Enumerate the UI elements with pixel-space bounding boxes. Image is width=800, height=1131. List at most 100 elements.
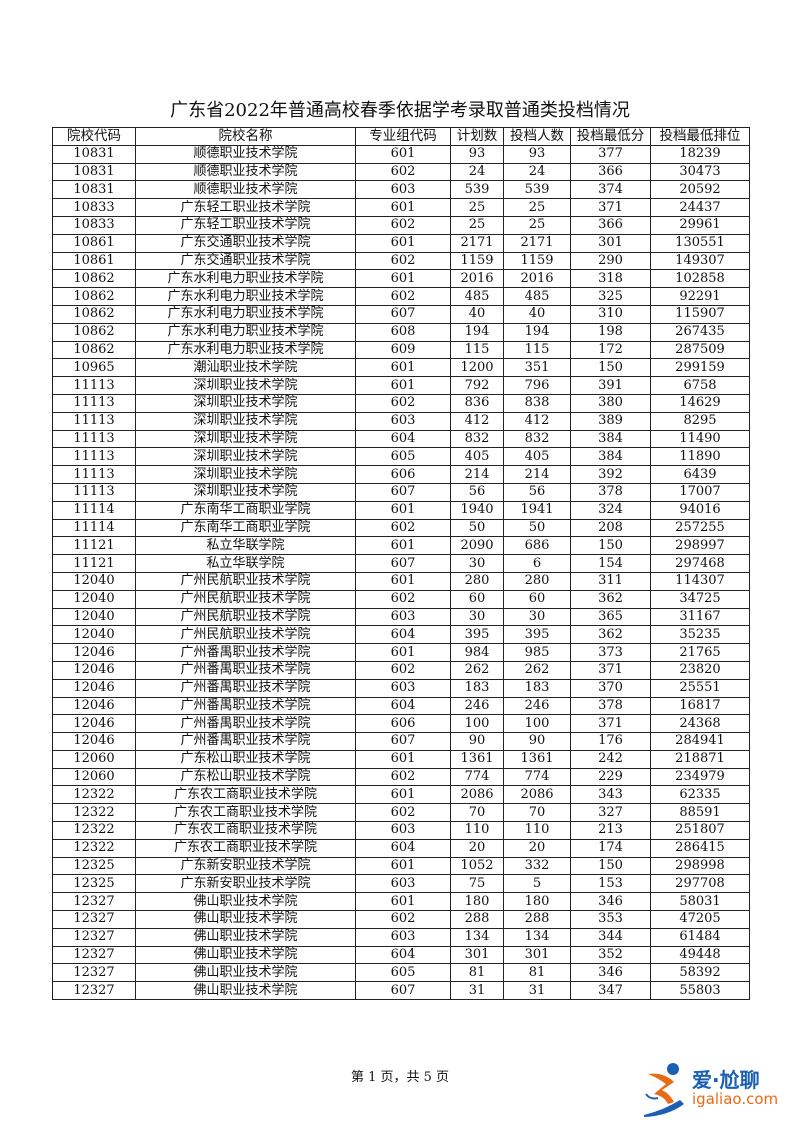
table-row: 11121 私立华联学院 601 2090 686 150 298997 xyxy=(52,536,750,556)
min-rank-cell: 55803 xyxy=(650,981,750,1001)
min-score-cell: 290 xyxy=(570,251,651,271)
plan-count-cell: 40 xyxy=(450,304,504,324)
group-code-cell: 602 xyxy=(355,215,451,235)
min-score-cell: 172 xyxy=(570,340,651,360)
group-code-cell: 604 xyxy=(355,945,451,965)
plan-count-cell: 280 xyxy=(450,571,504,591)
group-code-cell: 602 xyxy=(355,251,451,271)
school-code-cell: 11113 xyxy=(52,411,136,431)
table-row: 11114 广东南华工商职业学院 602 50 50 208 257255 xyxy=(52,518,750,538)
group-code-cell: 606 xyxy=(355,465,451,484)
school-name-cell: 佛山职业技术学院 xyxy=(135,963,356,983)
table-row: 12046 广州番禺职业技术学院 606 100 100 371 24368 xyxy=(52,714,750,734)
table-row: 10833 广东轻工职业技术学院 602 25 25 366 29961 xyxy=(52,215,750,235)
min-score-cell: 370 xyxy=(570,678,651,698)
plan-count-cell: 405 xyxy=(450,447,504,467)
group-code-cell: 603 xyxy=(355,411,451,431)
group-code-cell: 602 xyxy=(355,393,451,413)
min-score-cell: 362 xyxy=(570,625,651,645)
table-row: 12327 佛山职业技术学院 603 134 134 344 61484 xyxy=(52,927,750,947)
column-header-group-code: 专业组代码 xyxy=(355,127,451,146)
plan-count-cell: 30 xyxy=(450,554,504,573)
min-score-cell: 392 xyxy=(570,465,651,484)
min-score-cell: 153 xyxy=(570,874,651,894)
school-code-cell: 12046 xyxy=(52,678,136,698)
admitted-count-cell: 115 xyxy=(503,340,571,360)
school-name-cell: 广东松山职业技术学院 xyxy=(135,749,356,769)
min-rank-cell: 299159 xyxy=(650,358,750,378)
school-name-cell: 广州番禺职业技术学院 xyxy=(135,643,356,662)
table-row: 12327 佛山职业技术学院 604 301 301 352 49448 xyxy=(52,945,750,965)
school-name-cell: 私立华联学院 xyxy=(135,536,356,556)
min-rank-cell: 92291 xyxy=(650,287,750,306)
min-rank-cell: 115907 xyxy=(650,304,750,324)
admitted-count-cell: 1941 xyxy=(503,500,571,520)
plan-count-cell: 2016 xyxy=(450,269,504,289)
school-code-cell: 10862 xyxy=(52,340,136,360)
min-score-cell: 366 xyxy=(570,162,651,182)
school-name-cell: 深圳职业技术学院 xyxy=(135,465,356,484)
min-rank-cell: 298997 xyxy=(650,536,750,556)
min-rank-cell: 297468 xyxy=(650,554,750,573)
plan-count-cell: 262 xyxy=(450,660,504,680)
admitted-count-cell: 301 xyxy=(503,945,571,965)
plan-count-cell: 25 xyxy=(450,215,504,235)
school-name-cell: 广州民航职业技术学院 xyxy=(135,607,356,627)
school-code-cell: 12040 xyxy=(52,607,136,627)
min-score-cell: 373 xyxy=(570,643,651,662)
plan-count-cell: 50 xyxy=(450,518,504,538)
admitted-count-cell: 180 xyxy=(503,892,571,912)
group-code-cell: 604 xyxy=(355,625,451,645)
min-score-cell: 380 xyxy=(570,393,651,413)
plan-count-cell: 90 xyxy=(450,732,504,751)
plan-count-cell: 214 xyxy=(450,465,504,484)
school-name-cell: 广州民航职业技术学院 xyxy=(135,625,356,645)
column-header-school-name: 院校名称 xyxy=(135,127,356,146)
admitted-count-cell: 332 xyxy=(503,856,571,876)
group-code-cell: 601 xyxy=(355,571,451,591)
plan-count-cell: 1200 xyxy=(450,358,504,378)
school-name-cell: 广州民航职业技术学院 xyxy=(135,571,356,591)
group-code-cell: 606 xyxy=(355,714,451,734)
min-score-cell: 343 xyxy=(570,785,651,805)
min-rank-cell: 58031 xyxy=(650,892,750,912)
column-header-min-rank: 投档最低排位 xyxy=(650,127,750,146)
plan-count-cell: 60 xyxy=(450,589,504,609)
admitted-count-cell: 5 xyxy=(503,874,571,894)
school-name-cell: 深圳职业技术学院 xyxy=(135,482,356,502)
admitted-count-cell: 50 xyxy=(503,518,571,538)
school-code-cell: 12327 xyxy=(52,892,136,912)
school-code-cell: 10861 xyxy=(52,233,136,253)
plan-count-cell: 836 xyxy=(450,393,504,413)
admitted-count-cell: 1159 xyxy=(503,251,571,271)
group-code-cell: 603 xyxy=(355,927,451,947)
group-code-cell: 604 xyxy=(355,838,451,858)
group-code-cell: 604 xyxy=(355,429,451,449)
plan-count-cell: 30 xyxy=(450,607,504,627)
admitted-count-cell: 90 xyxy=(503,732,571,751)
school-name-cell: 广东水利电力职业技术学院 xyxy=(135,287,356,306)
table-row: 12325 广东新安职业技术学院 601 1052 332 150 298998 xyxy=(52,856,750,876)
school-code-cell: 10862 xyxy=(52,322,136,342)
min-rank-cell: 30473 xyxy=(650,162,750,182)
school-name-cell: 潮汕职业技术学院 xyxy=(135,358,356,378)
admitted-count-cell: 1361 xyxy=(503,749,571,769)
school-code-cell: 11114 xyxy=(52,518,136,538)
school-name-cell: 佛山职业技术学院 xyxy=(135,892,356,912)
group-code-cell: 602 xyxy=(355,518,451,538)
admitted-count-cell: 485 xyxy=(503,287,571,306)
admitted-count-cell: 183 xyxy=(503,678,571,698)
min-score-cell: 311 xyxy=(570,571,651,591)
admitted-count-cell: 214 xyxy=(503,465,571,484)
school-code-cell: 11113 xyxy=(52,376,136,395)
min-score-cell: 347 xyxy=(570,981,651,1001)
column-header-min-score: 投档最低分 xyxy=(570,127,651,146)
school-name-cell: 广州民航职业技术学院 xyxy=(135,589,356,609)
group-code-cell: 602 xyxy=(355,162,451,182)
table-header-row: 院校代码 院校名称 专业组代码 计划数 投档人数 投档最低分 投档最低排位 xyxy=(52,127,750,146)
school-code-cell: 12327 xyxy=(52,963,136,983)
school-name-cell: 深圳职业技术学院 xyxy=(135,447,356,467)
group-code-cell: 603 xyxy=(355,678,451,698)
group-code-cell: 602 xyxy=(355,910,451,929)
school-code-cell: 12322 xyxy=(52,838,136,858)
